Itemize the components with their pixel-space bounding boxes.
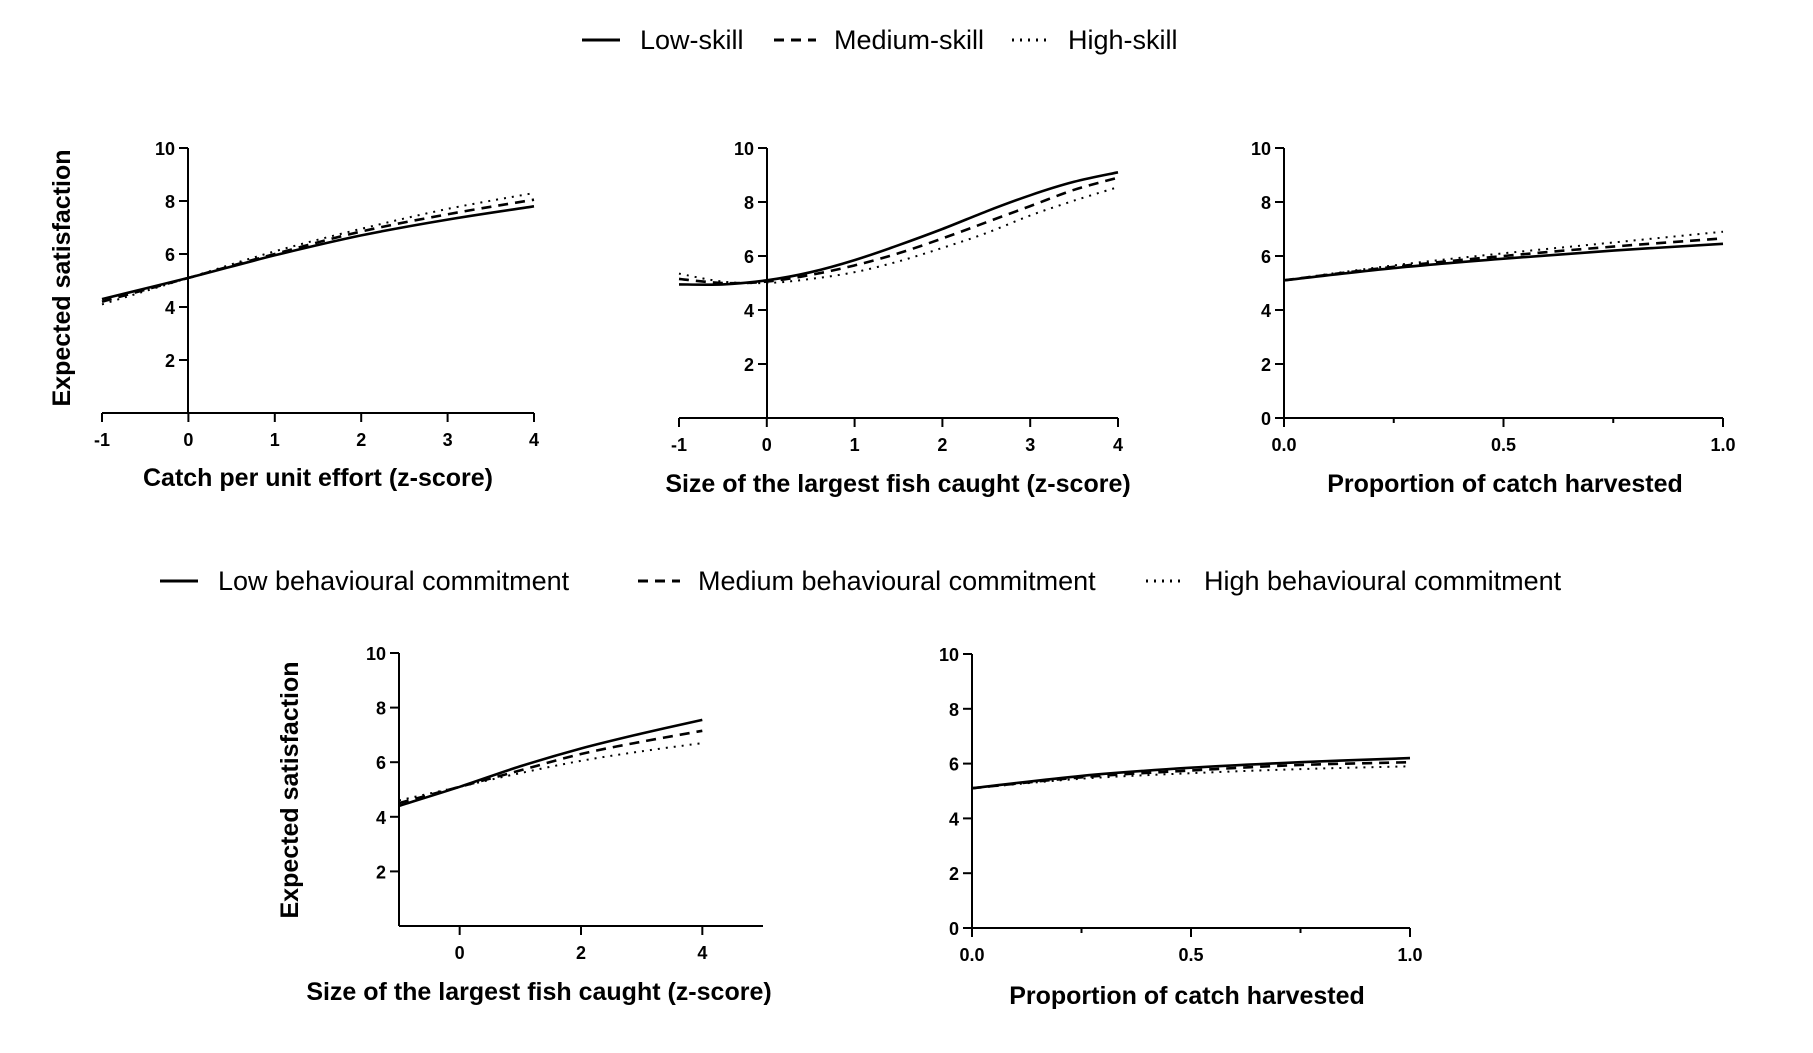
series-line-medium-behavioural-commitment (971, 760, 1411, 790)
y-tick-label: 4 (165, 298, 175, 318)
x-tick-label: 4 (529, 430, 539, 450)
series-line-high-behavioural-commitment (398, 742, 703, 802)
x-tick-label: 0.5 (1178, 945, 1203, 965)
x-tick-label: 3 (443, 430, 453, 450)
legend-label-high-commitment: High behavioural commitment (1204, 566, 1562, 596)
series-line-low-behavioural-commitment (971, 756, 1411, 790)
x-axis-title: Proportion of catch harvested (1327, 470, 1683, 498)
y-axis-title: Expected satisfaction (48, 149, 76, 406)
x-axis-title: Proportion of catch harvested (1009, 982, 1365, 1010)
series-line-low-skill (678, 171, 1119, 286)
series-line-medium-skill (101, 198, 535, 303)
y-tick-label: 8 (744, 193, 754, 213)
x-tick-label: -1 (671, 435, 687, 455)
series-line-low-skill (1283, 242, 1724, 282)
y-axis-title: Expected satisfaction (276, 661, 304, 918)
legend-label-low-skill: Low-skill (640, 25, 744, 55)
x-tick-label: 1.0 (1710, 435, 1735, 455)
y-tick-label: 6 (165, 245, 175, 265)
legend-skill: Low-skill Medium-skill High-skill (582, 25, 1178, 55)
chart-panel-4: 0 2 4 2 4 6 8 10 Size of the largest fish caught… (276, 644, 772, 1006)
y-tick-label: 4 (1261, 301, 1271, 321)
chart-panel-3: 0.0 0.5 1.0 0 2 4 6 8 10 Proportion of catch harv… (1251, 139, 1736, 498)
y-tick-label: 8 (949, 700, 959, 720)
y-tick-label: 10 (155, 139, 175, 159)
y-tick-label: 2 (165, 351, 175, 371)
x-axis-title: Size of the largest fish caught (z-score… (306, 978, 771, 1006)
y-tick-label: 4 (744, 301, 754, 321)
legend-label-medium-commitment: Medium behavioural commitment (698, 566, 1096, 596)
x-axis-title: Size of the largest fish caught (z-score… (665, 470, 1130, 498)
y-tick-label: 2 (1261, 355, 1271, 375)
y-tick-label: 6 (949, 755, 959, 775)
y-tick-label: 0 (949, 919, 959, 939)
x-tick-label: 4 (697, 943, 707, 963)
legend-label-medium-skill: Medium-skill (834, 25, 984, 55)
y-tick-label: 10 (734, 139, 754, 159)
x-tick-label: 4 (1113, 435, 1123, 455)
x-tick-label: 0.0 (1271, 435, 1296, 455)
chart-panel-2: -1 0 1 2 3 4 2 4 6 8 10 Size of the largest fish ca… (665, 139, 1130, 498)
x-tick-label: 1 (270, 430, 280, 450)
legend-label-low-commitment: Low behavioural commitment (218, 566, 570, 596)
y-tick-label: 8 (165, 192, 175, 212)
y-tick-label: 6 (376, 753, 386, 773)
y-tick-label: 6 (1261, 247, 1271, 267)
x-tick-label: 0.0 (959, 945, 984, 965)
x-tick-label: 3 (1025, 435, 1035, 455)
x-tick-label: 0 (762, 435, 772, 455)
series-line-medium-skill (678, 176, 1119, 285)
x-tick-label: 0 (455, 943, 465, 963)
y-tick-label: 2 (744, 355, 754, 375)
chart-panel-1: -1 0 1 2 3 4 2 4 6 8 10 Catch per unit effort (z-sc… (48, 139, 539, 492)
y-tick-label: 6 (744, 247, 754, 267)
series-line-high-behavioural-commitment (971, 765, 1411, 790)
x-tick-label: -1 (94, 430, 110, 450)
y-tick-label: 10 (1251, 139, 1271, 159)
chart-panel-5: 0.0 0.5 1.0 0 2 4 6 8 10 Proportion of catch harv… (939, 645, 1423, 1010)
y-tick-label: 0 (1261, 409, 1271, 429)
y-tick-label: 8 (376, 699, 386, 719)
legend-label-high-skill: High-skill (1068, 25, 1178, 55)
x-axis-title: Catch per unit effort (z-score) (143, 464, 493, 492)
y-tick-label: 2 (949, 864, 959, 884)
x-tick-label: 1.0 (1397, 945, 1422, 965)
x-tick-label: 2 (356, 430, 366, 450)
y-tick-label: 10 (939, 645, 959, 665)
series-line-high-skill (101, 192, 535, 306)
x-tick-label: 2 (576, 943, 586, 963)
y-tick-label: 4 (376, 808, 386, 828)
series-line-high-skill (1283, 230, 1724, 282)
x-tick-label: 2 (937, 435, 947, 455)
x-tick-label: 0.5 (1491, 435, 1516, 455)
y-tick-label: 8 (1261, 193, 1271, 213)
x-tick-label: 0 (183, 430, 193, 450)
legend-commitment: Low behavioural commitment Medium behavi… (160, 566, 1562, 596)
y-tick-label: 10 (366, 644, 386, 664)
y-tick-label: 4 (949, 809, 959, 829)
x-tick-label: 1 (850, 435, 860, 455)
y-tick-label: 2 (376, 862, 386, 882)
